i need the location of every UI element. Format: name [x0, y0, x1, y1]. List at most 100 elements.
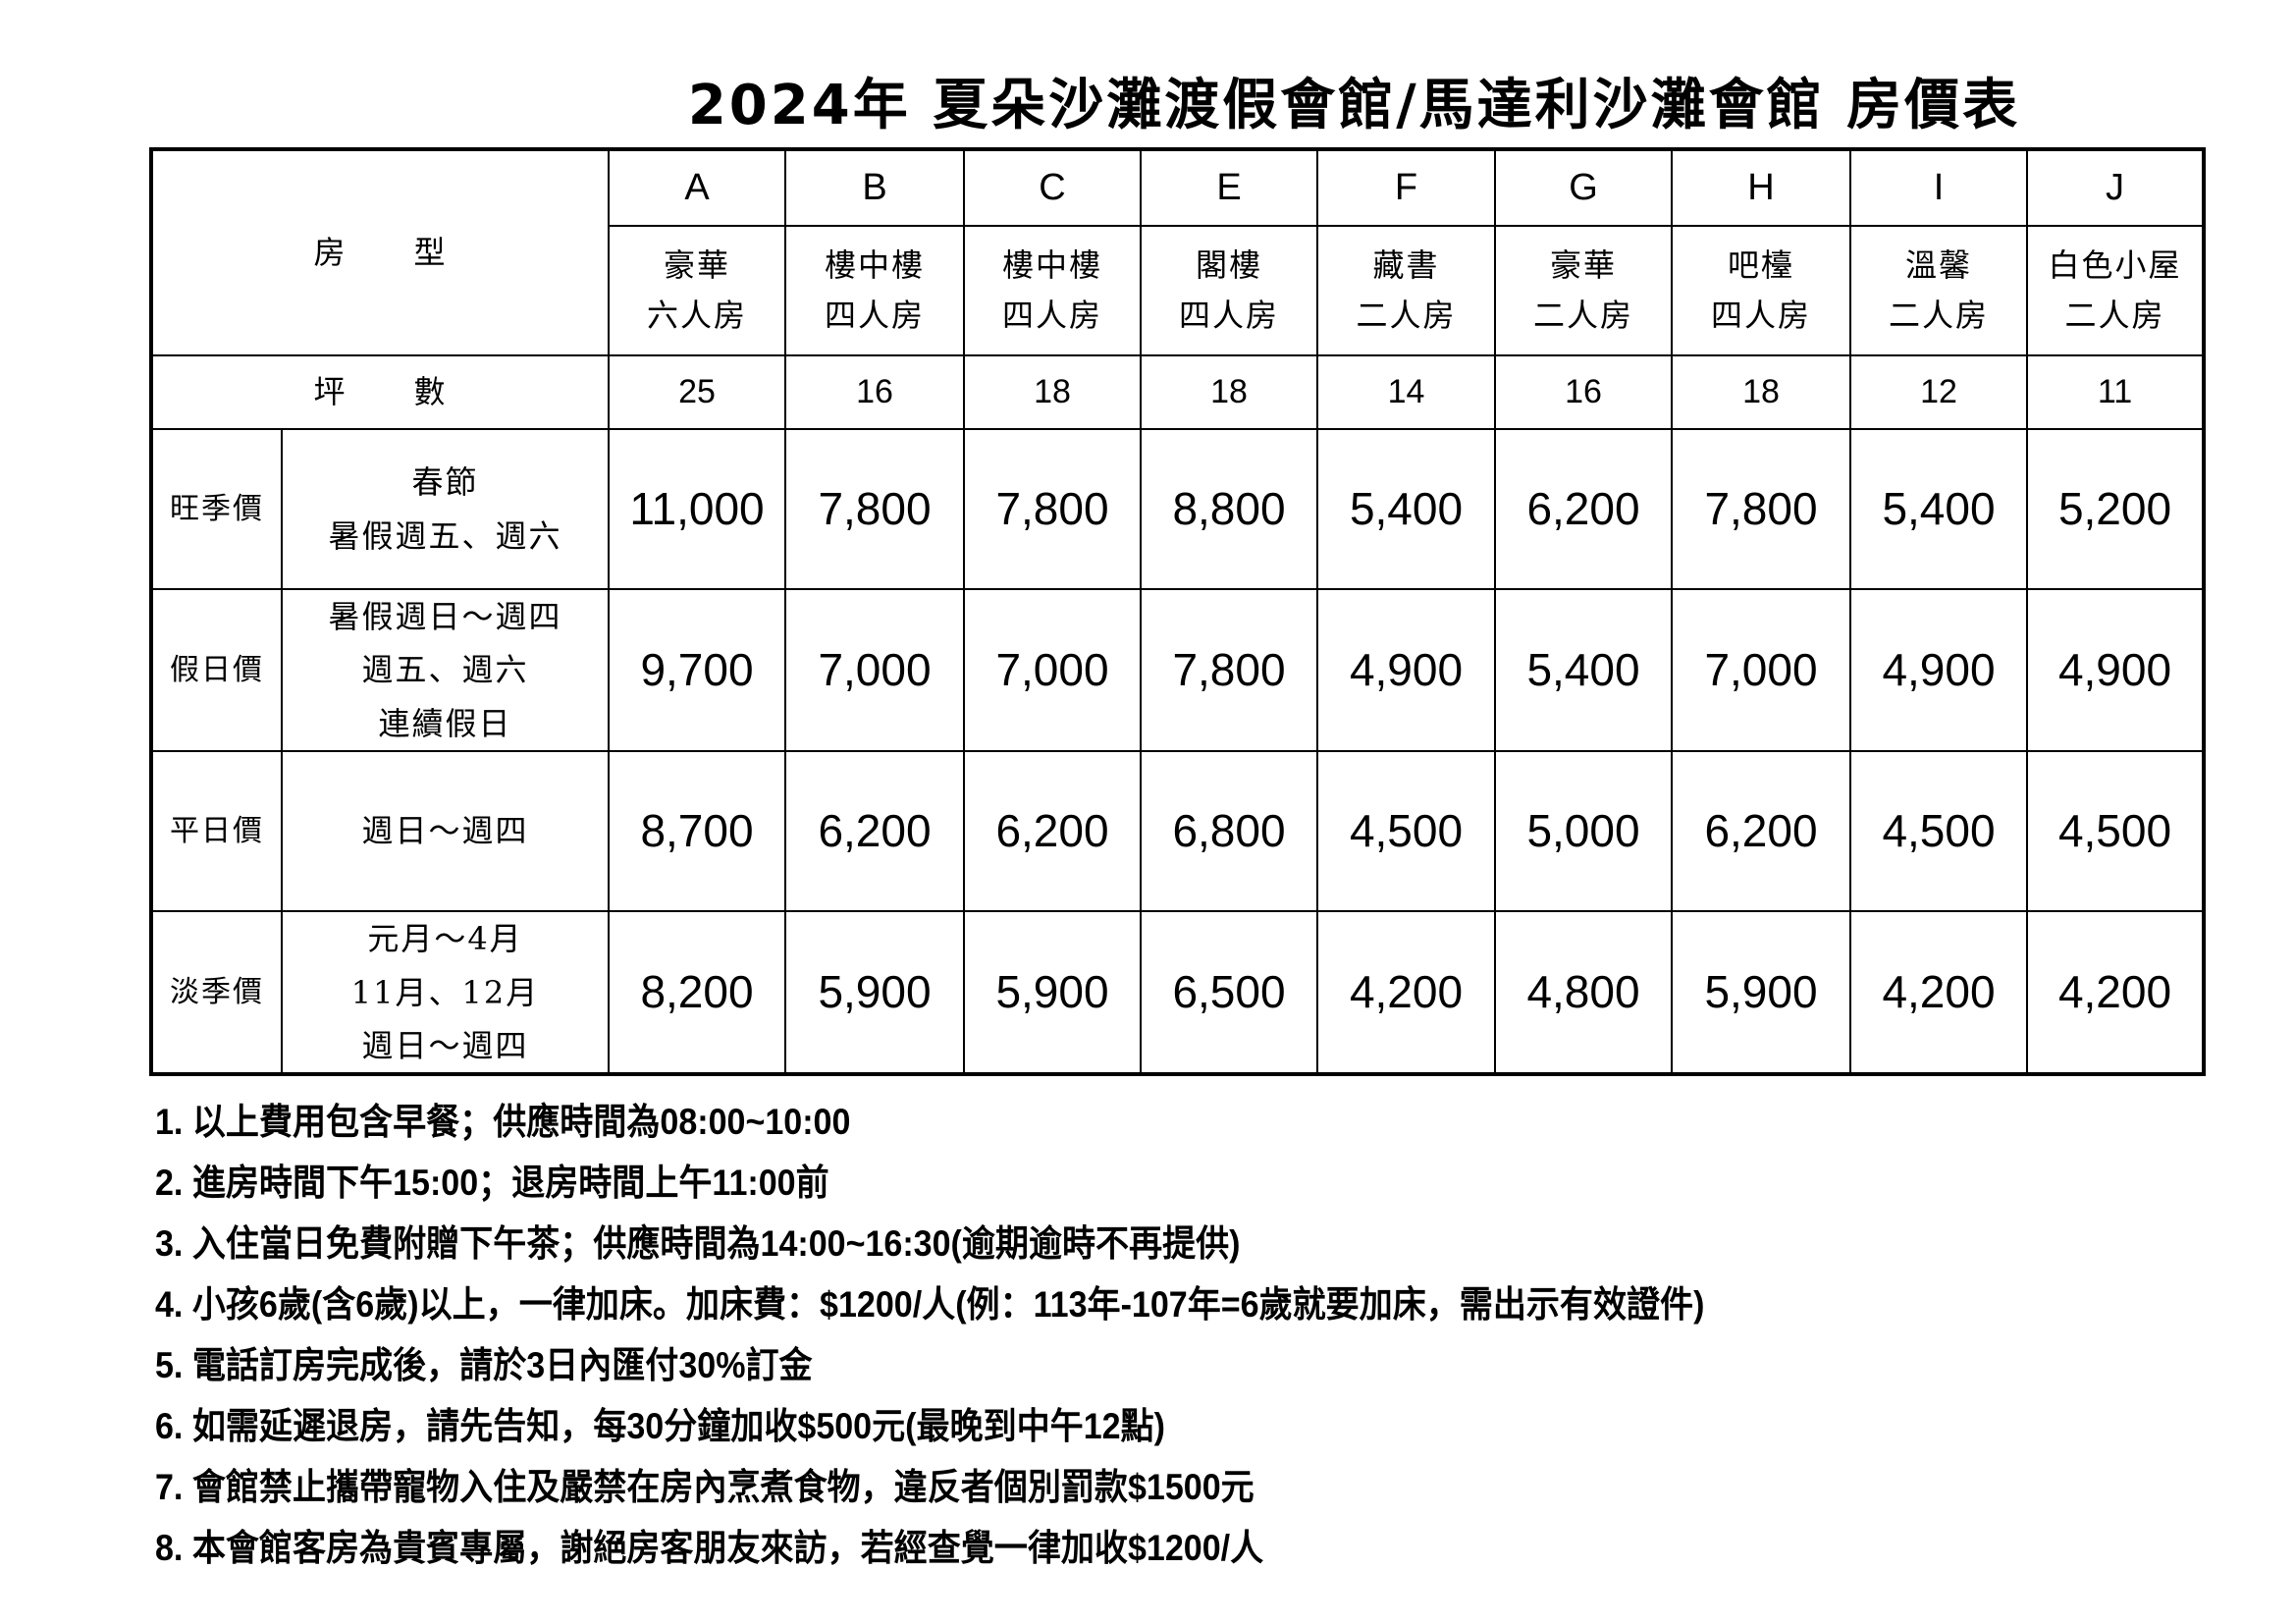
season-period: 春節 暑假週五、週六 — [281, 428, 610, 590]
price-cell: 4,200 — [2026, 910, 2205, 1076]
area-label: 坪 數 — [150, 354, 610, 430]
room-code: A — [608, 148, 786, 227]
page-title: 2024年 夏朵沙灘渡假會館/馬達利沙灘會館 房價表 — [687, 74, 2021, 137]
note-item: 5. 電話訂房完成後，請於3日內匯付30%訂金 — [155, 1345, 813, 1385]
period-line: 週日～週四 — [361, 812, 529, 850]
notes-list: 1. 以上費用包含早餐；供應時間為08:00~10:00 2. 進房時間下午15:… — [155, 1092, 1840, 1579]
room-name-line2: 四人房 — [1178, 297, 1279, 334]
price-cell: 8,800 — [1140, 428, 1318, 590]
price-cell: 6,200 — [963, 750, 1142, 913]
period-line: 春節 — [411, 463, 479, 502]
room-name: 白色小屋 二人房 — [2026, 225, 2205, 356]
room-area: 18 — [963, 354, 1142, 430]
room-area: 25 — [608, 354, 786, 430]
note-item: 7. 會館禁止攜帶寵物入住及嚴禁在房內烹煮食物，違反者個別罰款$1500元 — [155, 1467, 1255, 1507]
price-cell: 9,700 — [608, 587, 786, 753]
room-price-table: 房 型 A B C E F G H I J 豪華 六人房 樓中樓 四人房 樓中樓 四人房 閣樓 四人房 藏書 二人房豪… — [149, 147, 2206, 1077]
price-cell: 7,000 — [1671, 587, 1851, 753]
room-name-line2: 四人房 — [824, 297, 925, 334]
area-row: 坪 數 25 16 18 18 14 16 18 12 11 — [150, 354, 2205, 430]
price-row: 假日價 暑假週日～週四 週五、週六 連續假日 9,700 7,000 7,000 7,800 4… — [150, 587, 2205, 753]
note-item: 3. 入住當日免費附贈下午茶；供應時間為14:00~16:30(逾期逾時不再提供… — [155, 1223, 1241, 1264]
room-name: 吧檯 四人房 — [1671, 225, 1851, 356]
room-name-line2: 二人房 — [1356, 297, 1457, 334]
period-line: 暑假週日～週四 — [328, 598, 562, 635]
room-name-line2: 六人房 — [646, 297, 747, 334]
room-area: 11 — [2026, 354, 2205, 430]
price-cell: 5,900 — [1671, 910, 1851, 1076]
period-line: 週日～週四 — [361, 1026, 529, 1064]
room-name-line2: 二人房 — [1532, 297, 1633, 334]
room-area: 18 — [1671, 354, 1851, 430]
room-name-line1: 豪華 — [663, 245, 730, 284]
period-line: 連續假日 — [378, 704, 512, 742]
room-code: G — [1494, 148, 1673, 227]
room-name-line2: 四人房 — [1001, 297, 1102, 334]
price-row: 平日價 週日～週四 8,700 6,200 6,200 6,800 4,500 5,000 6,… — [150, 750, 2205, 913]
price-cell: 7,800 — [1671, 428, 1851, 590]
price-cell: 5,000 — [1494, 750, 1673, 913]
season-label: 平日價 — [150, 750, 283, 913]
room-name-line1: 豪華 — [1549, 245, 1617, 284]
price-cell: 5,400 — [1494, 587, 1673, 753]
room-type-label: 房 型 — [150, 148, 610, 356]
note-item: 2. 進房時間下午15:00；退房時間上午11:00前 — [155, 1163, 829, 1203]
room-name: 溫馨 二人房 — [1849, 225, 2028, 356]
price-cell: 6,500 — [1140, 910, 1318, 1076]
price-cell: 4,200 — [1849, 910, 2028, 1076]
room-name: 豪華 六人房 — [608, 225, 786, 356]
room-code: H — [1671, 148, 1851, 227]
season-period: 暑假週日～週四 週五、週六連續假日 — [281, 587, 610, 753]
price-cell: 5,400 — [1849, 428, 2028, 590]
room-code: E — [1140, 148, 1318, 227]
price-cell: 4,900 — [2026, 587, 2205, 753]
season-label: 旺季價 — [150, 428, 283, 590]
room-name-line2: 二人房 — [1888, 297, 1989, 334]
price-cell: 6,200 — [1494, 428, 1673, 590]
price-cell: 4,900 — [1849, 587, 2028, 753]
price-cell: 6,200 — [784, 750, 965, 913]
period-line: 11月、12月 — [350, 973, 540, 1011]
season-label: 淡季價 — [150, 910, 283, 1076]
price-cell: 7,000 — [963, 587, 1142, 753]
room-name-line1: 樓中樓 — [824, 245, 925, 284]
price-cell: 5,400 — [1316, 428, 1496, 590]
price-row: 淡季價 元月～4月 11月、12月 週日～週四 8,200 5,900 5,900 6,500… — [150, 910, 2205, 1076]
room-name-line1: 閣樓 — [1195, 245, 1262, 284]
room-name: 豪華 二人房 — [1494, 225, 1673, 356]
room-name-line1: 溫馨 — [1904, 245, 1972, 284]
room-name: 藏書 二人房 — [1316, 225, 1496, 356]
room-area: 16 — [1494, 354, 1673, 430]
price-cell: 4,800 — [1494, 910, 1673, 1076]
note-item: 4. 小孩6歲(含6歲)以上，一律加床。加床費：$1200/人(例：113年-1… — [155, 1284, 1705, 1325]
room-code: F — [1316, 148, 1496, 227]
price-cell: 11,000 — [608, 428, 786, 590]
room-name: 閣樓 四人房 — [1140, 225, 1318, 356]
room-code: C — [963, 148, 1142, 227]
price-cell: 4,500 — [2026, 750, 2205, 913]
room-name-line1: 白色小屋 — [2048, 245, 2182, 284]
price-row: 旺季價 春節 暑假週五、週六 11,000 7,800 7,800 8,800 5,400 6,… — [150, 428, 2205, 590]
room-area: 16 — [784, 354, 965, 430]
room-code: I — [1849, 148, 2028, 227]
period-line: 暑假週五、週六 — [328, 516, 562, 555]
season-label: 假日價 — [150, 587, 283, 753]
room-name-line1: 藏書 — [1372, 245, 1440, 284]
room-name-line2: 四人房 — [1710, 297, 1811, 334]
room-name-line1: 吧檯 — [1727, 245, 1794, 284]
price-cell: 7,800 — [963, 428, 1142, 590]
room-code: B — [784, 148, 965, 227]
room-area: 12 — [1849, 354, 2028, 430]
period-line: 週五、週六 — [361, 651, 529, 689]
price-cell: 5,900 — [963, 910, 1142, 1076]
header-name-row: 豪華 六人房 樓中樓 四人房 樓中樓 四人房 閣樓 四人房 藏書 二人房 豪華 二人房 吧檯 四人房 溫馨二… — [151, 225, 2205, 356]
room-area: 14 — [1316, 354, 1496, 430]
note-item: 6. 如需延遲退房，請先告知，每30分鐘加收$500元(最晚到中午12點) — [155, 1406, 1165, 1446]
room-name: 樓中樓 四人房 — [963, 225, 1142, 356]
price-cell: 7,000 — [784, 587, 965, 753]
season-period: 元月～4月 11月、12月 週日～週四 — [281, 910, 610, 1076]
price-cell: 4,500 — [1849, 750, 2028, 913]
room-name-line2: 二人房 — [2064, 297, 2165, 334]
season-period: 週日～週四 — [281, 750, 610, 913]
